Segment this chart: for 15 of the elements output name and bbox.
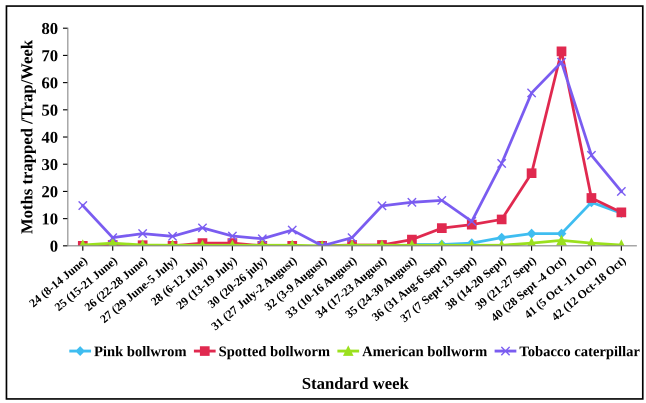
y-tick-label: 20 (42, 186, 58, 198)
legend-label: Pink bollwrom (94, 346, 186, 356)
y-tick-label: 70 (42, 50, 58, 62)
legend-label: Spotted bollworm (219, 346, 330, 360)
legend-label: Tobacco caterpillar (520, 346, 640, 360)
y-tick-label: 50 (42, 104, 58, 116)
y-axis-title: Moths trapped /Trap/Week (20, 40, 36, 234)
legend-label: American bollworm (362, 346, 488, 356)
y-tick-label: 30 (42, 158, 58, 170)
y-tick-label: 80 (42, 22, 58, 34)
x-axis-title: Standard week (302, 377, 409, 390)
y-tick-label: 0 (50, 240, 58, 252)
y-tick-label: 10 (42, 213, 58, 225)
y-tick-label: 40 (42, 132, 58, 143)
y-tick-label: 60 (42, 77, 58, 89)
